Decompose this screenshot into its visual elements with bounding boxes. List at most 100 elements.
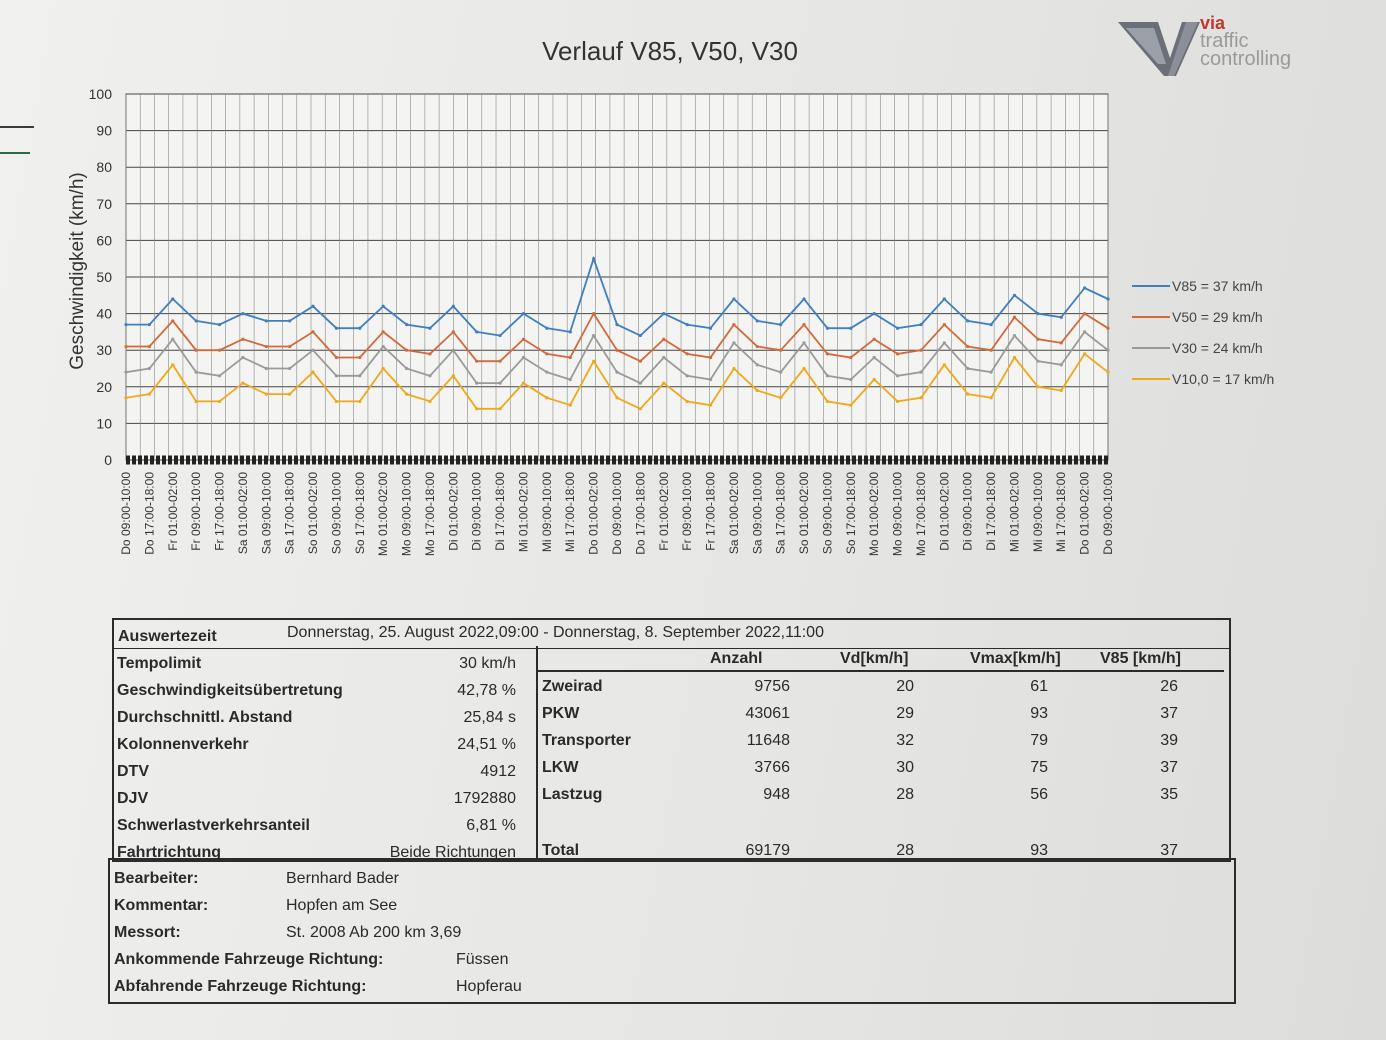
left-edge-mark xyxy=(0,152,30,154)
vehicle-type: PKW xyxy=(542,705,580,722)
chart-title: Verlauf V85, V50, V30 xyxy=(542,36,798,66)
data-point xyxy=(685,399,689,404)
data-point xyxy=(989,322,993,327)
data-point xyxy=(1036,385,1040,389)
vehicle-vd: 29 xyxy=(896,705,914,722)
data-point xyxy=(521,381,526,385)
x-tick-label: Sa 09:00-10:00 xyxy=(750,472,764,554)
data-point xyxy=(124,370,128,374)
x-tick-label: Di 01:00-02:00 xyxy=(446,472,460,551)
stat-value: 1792880 xyxy=(453,790,516,807)
data-point xyxy=(989,370,993,374)
data-point xyxy=(989,348,993,352)
data-point xyxy=(966,392,970,396)
data-point xyxy=(334,374,339,378)
data-point xyxy=(638,381,642,385)
legend-item: V10,0 = 17 km/h xyxy=(1132,363,1274,394)
x-tick-label: Do 17:00-18:00 xyxy=(142,472,156,555)
data-point xyxy=(288,366,292,371)
chart-legend: V85 = 37 km/h V50 = 29 km/h V30 = 24 km/h V… xyxy=(1132,270,1274,394)
x-tick-label: Di 09:00-10:00 xyxy=(470,472,484,551)
data-point xyxy=(1083,330,1087,334)
y-tick-label: 40 xyxy=(96,306,112,322)
data-point xyxy=(475,330,479,334)
x-tick-label: So 09:00-10:00 xyxy=(329,472,343,554)
data-point xyxy=(264,319,268,323)
data-point xyxy=(825,399,830,404)
x-tick-label: Di 17:00-18:00 xyxy=(493,472,507,551)
data-point xyxy=(1059,341,1063,345)
stat-label: Tempolimit xyxy=(117,655,202,672)
data-point xyxy=(171,363,175,367)
x-tick-label: Sa 17:00-18:00 xyxy=(774,472,788,554)
vehicle-vd: 28 xyxy=(896,786,914,803)
data-point xyxy=(895,374,900,378)
data-point xyxy=(475,381,479,385)
data-point xyxy=(615,396,619,400)
data-point xyxy=(966,344,970,349)
data-point xyxy=(475,359,479,363)
x-tick-label: Do 09:00-10:00 xyxy=(610,472,624,555)
data-point xyxy=(147,392,151,396)
meta-label: Abfahrende Fahrzeuge Richtung: xyxy=(114,978,367,995)
data-point xyxy=(147,344,151,349)
data-point xyxy=(919,396,923,400)
data-point xyxy=(872,337,876,341)
x-tick-label: Do 01:00-02:00 xyxy=(1078,472,1092,555)
data-point xyxy=(849,403,853,407)
x-tick-label: So 17:00-18:00 xyxy=(353,472,367,554)
data-point xyxy=(545,396,549,400)
data-point xyxy=(404,366,409,371)
stat-label: Durchschnittl. Abstand xyxy=(117,709,293,726)
data-point xyxy=(404,392,409,396)
data-point xyxy=(498,407,502,411)
data-point xyxy=(592,333,596,338)
vehicle-v85: 26 xyxy=(1160,678,1178,695)
stat-value: 24,51 % xyxy=(457,736,516,753)
data-point xyxy=(171,337,175,341)
data-point xyxy=(124,344,128,349)
data-point xyxy=(217,348,222,352)
data-point xyxy=(825,326,830,330)
data-point xyxy=(404,322,409,327)
vehicle-vmax: 75 xyxy=(1030,759,1048,776)
stat-value: 25,84 s xyxy=(463,709,516,726)
x-tick-label: Do 01:00-02:00 xyxy=(587,472,601,555)
data-point xyxy=(381,330,385,334)
x-tick-label: Fr 17:00-18:00 xyxy=(704,472,718,551)
x-tick-label: So 01:00-02:00 xyxy=(306,472,320,554)
legend-swatch xyxy=(1132,346,1170,349)
data-point xyxy=(779,348,783,352)
y-tick-label: 80 xyxy=(96,159,112,175)
data-point xyxy=(592,257,596,261)
logo-traffic: traffic xyxy=(1200,30,1249,52)
data-point xyxy=(568,377,572,382)
data-point xyxy=(708,326,713,330)
vehicle-type: Lastzug xyxy=(542,786,603,803)
data-point xyxy=(1083,286,1087,290)
data-point xyxy=(568,355,572,360)
x-tick-label: Di 17:00-18:00 xyxy=(984,472,998,551)
legend-swatch xyxy=(1132,284,1170,287)
data-point xyxy=(802,341,806,345)
x-tick-label: Do 09:00-10:00 xyxy=(119,472,133,555)
meta-value: Bernhard Bader xyxy=(286,870,399,887)
data-point xyxy=(1083,312,1087,316)
data-point xyxy=(615,322,619,327)
data-point xyxy=(358,374,362,378)
legend-item: V30 = 24 km/h xyxy=(1132,332,1274,363)
data-point xyxy=(334,399,339,404)
via-logo-icon xyxy=(1118,22,1200,76)
data-point xyxy=(1106,326,1110,330)
legend-swatch xyxy=(1132,377,1170,380)
x-tick-label: Mi 17:00-18:00 xyxy=(563,472,577,552)
y-tick-label: 20 xyxy=(96,379,112,395)
data-point xyxy=(428,374,432,378)
auswertezeit-label: Auswertezeit xyxy=(118,628,217,645)
data-point xyxy=(685,352,689,356)
data-point xyxy=(755,344,759,349)
x-tick-label: Di 01:00-02:00 xyxy=(937,472,951,551)
meta-label: Kommentar: xyxy=(114,897,209,914)
vehicle-v85: 35 xyxy=(1160,786,1178,803)
vehicle-vmax: 61 xyxy=(1030,678,1048,695)
